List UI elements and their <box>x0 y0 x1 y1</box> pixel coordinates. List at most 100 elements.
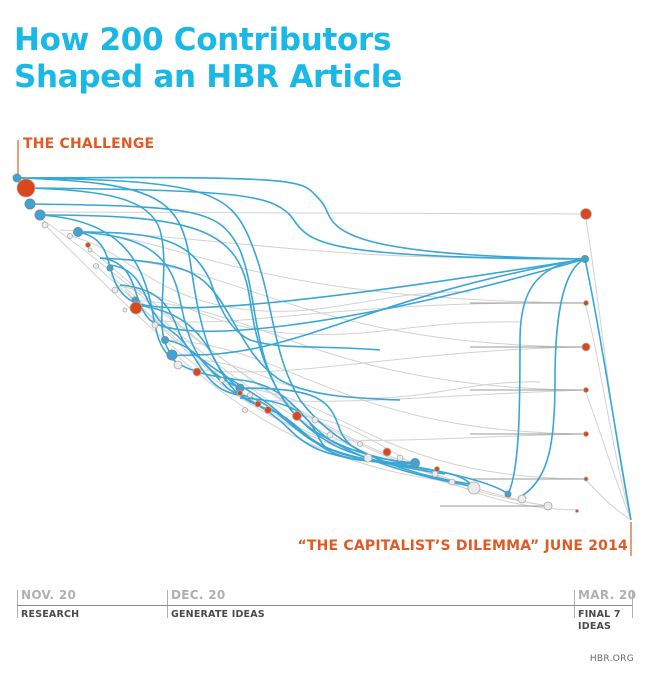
bg-flow <box>77 231 586 304</box>
flow-line <box>239 387 416 464</box>
minor-node <box>517 494 527 504</box>
minor-node <box>326 431 334 439</box>
bg-flow <box>239 387 586 480</box>
timeline-tick <box>574 590 575 618</box>
blue-node <box>24 198 36 210</box>
orange-node <box>583 476 589 482</box>
blue-node <box>161 336 169 344</box>
final-article-label: “THE CAPITALIST’S DILEMMA” JUNE 2014 <box>297 538 628 554</box>
bg-flow <box>39 211 586 215</box>
blue-node <box>73 227 83 237</box>
orange-node <box>580 208 592 220</box>
blue-node <box>106 264 114 272</box>
title-line-2: Shaped an HBR Article <box>14 59 402 95</box>
flow-line <box>171 258 586 357</box>
minor-node <box>242 407 248 413</box>
orange-node <box>254 400 262 408</box>
minor-node <box>311 416 319 424</box>
timeline-date-research: NOV. 20 <box>21 588 77 602</box>
minor-node <box>67 233 73 239</box>
bg-flow <box>584 213 632 521</box>
bg-flow <box>329 433 586 441</box>
orange-node <box>434 466 440 472</box>
flow-line <box>99 257 586 333</box>
minor-node <box>151 321 159 329</box>
bg-flow <box>584 302 632 521</box>
blue-node <box>34 209 46 221</box>
orange-node <box>382 447 392 457</box>
minor-node <box>41 221 49 229</box>
timeline-tick <box>632 590 633 618</box>
blue-node <box>12 173 22 183</box>
flow-line <box>39 214 446 475</box>
flow-line <box>134 304 471 485</box>
timeline-phase-final: FINAL 7 IDEAS <box>578 609 621 632</box>
blue-node <box>410 458 420 468</box>
minor-node <box>122 307 128 313</box>
flow-line <box>507 258 586 495</box>
bg-flow <box>299 415 579 511</box>
orange-node <box>575 509 579 513</box>
minor-node <box>431 470 439 478</box>
flow-line <box>29 203 416 464</box>
timeline-date-ideas: DEC. 20 <box>171 588 226 602</box>
flow-line <box>77 231 586 309</box>
final-connectors <box>440 302 585 507</box>
flow-line <box>25 187 586 260</box>
background-flows <box>39 211 632 521</box>
minor-node <box>219 377 225 383</box>
flow-line <box>77 231 381 351</box>
timeline-tick <box>17 590 18 618</box>
minor-nodes <box>41 221 553 511</box>
minor-node <box>448 478 456 486</box>
timeline-tick <box>167 590 168 618</box>
orange-node <box>264 406 272 414</box>
orange-node <box>583 431 589 437</box>
challenge-label: THE CHALLENGE <box>23 136 155 152</box>
timeline-phase-ideas: GENERATE IDEAS <box>171 609 265 620</box>
blue-node <box>581 255 589 263</box>
bg-flow <box>584 389 632 521</box>
timeline-date-final: MAR. 20 <box>578 588 637 602</box>
bg-flow <box>69 235 471 312</box>
bg-flow <box>99 257 586 348</box>
minor-node <box>93 263 99 269</box>
bg-flow <box>584 478 632 521</box>
timeline-axis <box>17 605 632 606</box>
blue-node <box>166 349 178 361</box>
orange-node <box>16 178 36 198</box>
orange-node <box>192 367 202 377</box>
minor-node <box>247 392 253 398</box>
bg-flow <box>44 224 331 445</box>
orange-node <box>129 301 143 315</box>
flow-line <box>25 187 173 356</box>
bg-flow <box>164 339 586 435</box>
chart-title: How 200 Contributors Shaped an HBR Artic… <box>14 22 402 96</box>
minor-node <box>543 501 553 511</box>
timeline-phase-research: RESEARCH <box>21 609 80 620</box>
minor-node <box>111 286 119 294</box>
minor-node <box>173 360 183 370</box>
bg-flow <box>199 346 586 373</box>
source-credit: HBR.ORG <box>589 654 634 664</box>
bg-flow <box>114 284 521 336</box>
idea-nodes <box>16 178 592 513</box>
orange-node <box>583 387 589 393</box>
contribution-flow-diagram <box>12 140 632 556</box>
highlighted-nodes <box>12 173 589 498</box>
minor-node <box>363 453 373 463</box>
title-line-1: How 200 Contributors <box>14 22 392 58</box>
bg-flow <box>84 244 521 501</box>
minor-node <box>467 481 481 495</box>
bg-flow <box>259 389 586 402</box>
orange-node <box>85 242 91 248</box>
flow-line <box>99 257 401 401</box>
blue-node <box>504 490 512 498</box>
flow-line <box>584 258 632 521</box>
minor-node <box>396 454 404 462</box>
flow-line <box>16 176 586 260</box>
orange-node <box>583 300 589 306</box>
orange-node <box>292 411 302 421</box>
orange-node <box>237 390 243 396</box>
orange-node <box>581 342 591 352</box>
